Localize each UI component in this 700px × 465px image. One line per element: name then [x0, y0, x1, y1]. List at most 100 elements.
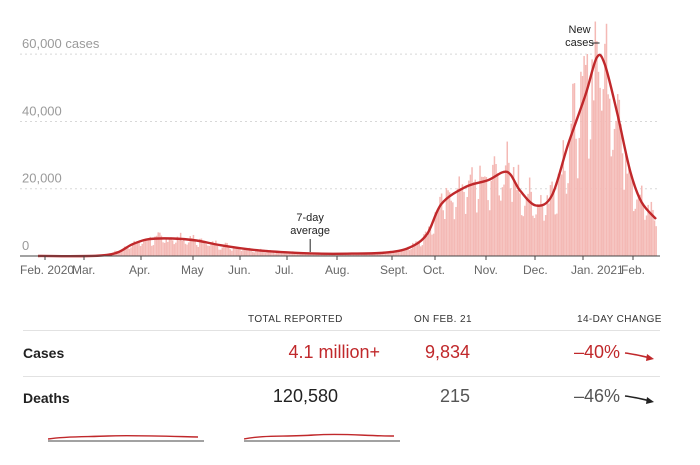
- daily-bar: [522, 216, 525, 256]
- x-tick-label-7: Sept.: [380, 263, 408, 277]
- daily-bar: [636, 199, 638, 256]
- daily-bar: [210, 242, 212, 256]
- daily-bar: [413, 245, 416, 256]
- daily-bar: [626, 173, 629, 256]
- daily-bar: [157, 232, 159, 256]
- daily-bar: [501, 187, 504, 256]
- daily-bar: [418, 240, 420, 256]
- daily-bar: [415, 241, 417, 256]
- daily-bar: [629, 174, 632, 256]
- daily-bar: [397, 252, 400, 256]
- daily-bar: [200, 238, 203, 256]
- daily-bar: [559, 169, 561, 256]
- daily-bar: [541, 204, 544, 256]
- daily-bar: [623, 189, 625, 256]
- daily-bar: [283, 252, 286, 256]
- daily-bar: [530, 191, 533, 256]
- daily-bar: [298, 253, 300, 256]
- daily-bar: [266, 249, 268, 256]
- daily-bar: [618, 99, 621, 257]
- x-tick-label-4: Jun.: [228, 263, 251, 277]
- daily-bar: [596, 41, 598, 256]
- daily-bar: [412, 242, 414, 256]
- daily-bar: [402, 249, 404, 256]
- daily-bar: [584, 64, 587, 257]
- daily-bar: [130, 247, 132, 256]
- daily-bar: [151, 245, 153, 256]
- daily-bar: [597, 71, 600, 256]
- daily-bar: [504, 165, 507, 256]
- daily-bar: [247, 249, 249, 256]
- daily-bar: [456, 188, 459, 256]
- daily-bar: [498, 195, 500, 256]
- daily-bar: [197, 246, 200, 256]
- x-tick-label-10: Dec.: [523, 263, 548, 277]
- daily-bar: [343, 254, 345, 256]
- daily-bar: [604, 43, 606, 257]
- daily-bar: [135, 242, 137, 256]
- daily-bar: [146, 239, 148, 256]
- daily-bar: [565, 193, 568, 256]
- daily-bar: [439, 196, 441, 256]
- deaths-on-date: 215: [439, 386, 470, 406]
- daily-bar: [610, 156, 613, 256]
- daily-bar: [176, 236, 179, 256]
- daily-bar: [503, 184, 505, 256]
- daily-bar: [117, 251, 119, 256]
- daily-bar: [309, 253, 312, 256]
- daily-bar: [420, 246, 422, 256]
- daily-bar: [580, 71, 582, 257]
- daily-bar: [128, 248, 131, 256]
- daily-bar: [173, 244, 175, 256]
- daily-bar: [251, 251, 254, 256]
- daily-bar: [431, 234, 433, 256]
- daily-bar: [469, 174, 472, 256]
- new-cases-annotation-line-1: cases: [565, 37, 594, 49]
- daily-bar: [373, 253, 376, 256]
- daily-bar: [464, 213, 467, 256]
- daily-bar: [525, 198, 528, 256]
- daily-bar: [396, 250, 398, 256]
- daily-bar: [186, 244, 188, 256]
- daily-bar: [532, 215, 534, 256]
- daily-bar: [223, 245, 225, 256]
- daily-bar: [364, 253, 366, 256]
- daily-bar: [516, 190, 518, 256]
- daily-bar: [599, 87, 601, 257]
- daily-bar: [575, 138, 577, 256]
- daily-bar: [274, 253, 276, 256]
- daily-bar: [538, 204, 541, 256]
- x-tick-label-6: Aug.: [325, 263, 350, 277]
- daily-bar: [621, 153, 624, 256]
- daily-bar: [183, 240, 185, 256]
- daily-bar: [544, 215, 547, 256]
- daily-bar: [607, 94, 609, 256]
- daily-bar: [421, 245, 424, 256]
- daily-bar: [594, 21, 597, 257]
- x-tick-label-0: Feb. 2020: [20, 263, 74, 277]
- daily-bar: [399, 251, 401, 256]
- daily-bar: [293, 252, 296, 256]
- daily-bar: [299, 252, 302, 256]
- daily-bar: [573, 83, 576, 256]
- daily-bar: [205, 244, 208, 256]
- daily-bar: [122, 249, 124, 256]
- daily-bar: [495, 164, 497, 256]
- daily-bar: [640, 185, 643, 256]
- daily-bar: [434, 212, 436, 256]
- cases-on-date: 9,834: [424, 342, 470, 362]
- daily-bar: [277, 252, 280, 256]
- row-divider: [23, 376, 660, 377]
- daily-bar: [242, 249, 244, 256]
- daily-bar: [168, 237, 171, 256]
- daily-bar: [282, 251, 284, 256]
- y-tick-label-1: 20,000: [22, 171, 62, 186]
- daily-bar: [154, 236, 156, 256]
- daily-bar: [235, 248, 238, 256]
- daily-bar: [352, 254, 355, 256]
- daily-bar: [288, 252, 291, 256]
- deaths-sparkline: [244, 433, 400, 442]
- daily-bar: [477, 198, 480, 256]
